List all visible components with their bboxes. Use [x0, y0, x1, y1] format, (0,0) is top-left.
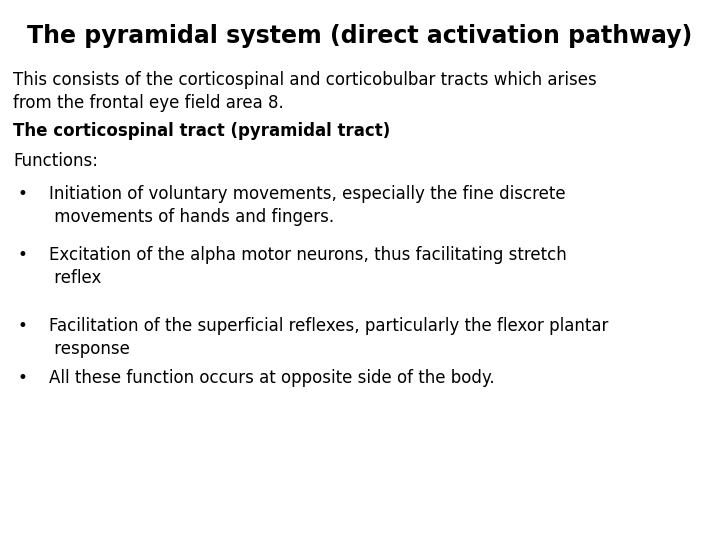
Text: Excitation of the alpha motor neurons, thus facilitating stretch
 reflex: Excitation of the alpha motor neurons, t…: [49, 246, 567, 287]
Text: Functions:: Functions:: [13, 152, 98, 170]
Text: The pyramidal system (direct activation pathway): The pyramidal system (direct activation …: [27, 24, 693, 48]
Text: All these function occurs at opposite side of the body.: All these function occurs at opposite si…: [49, 369, 495, 387]
Text: Facilitation of the superficial reflexes, particularly the flexor plantar
 respo: Facilitation of the superficial reflexes…: [49, 317, 608, 358]
Text: Initiation of voluntary movements, especially the fine discrete
 movements of ha: Initiation of voluntary movements, espec…: [49, 185, 566, 226]
Text: •: •: [18, 317, 28, 335]
Text: •: •: [18, 369, 28, 387]
Text: The corticospinal tract (pyramidal tract): The corticospinal tract (pyramidal tract…: [13, 122, 390, 139]
Text: This consists of the corticospinal and corticobulbar tracts which arises
from th: This consists of the corticospinal and c…: [13, 71, 597, 112]
Text: •: •: [18, 185, 28, 202]
Text: •: •: [18, 246, 28, 264]
